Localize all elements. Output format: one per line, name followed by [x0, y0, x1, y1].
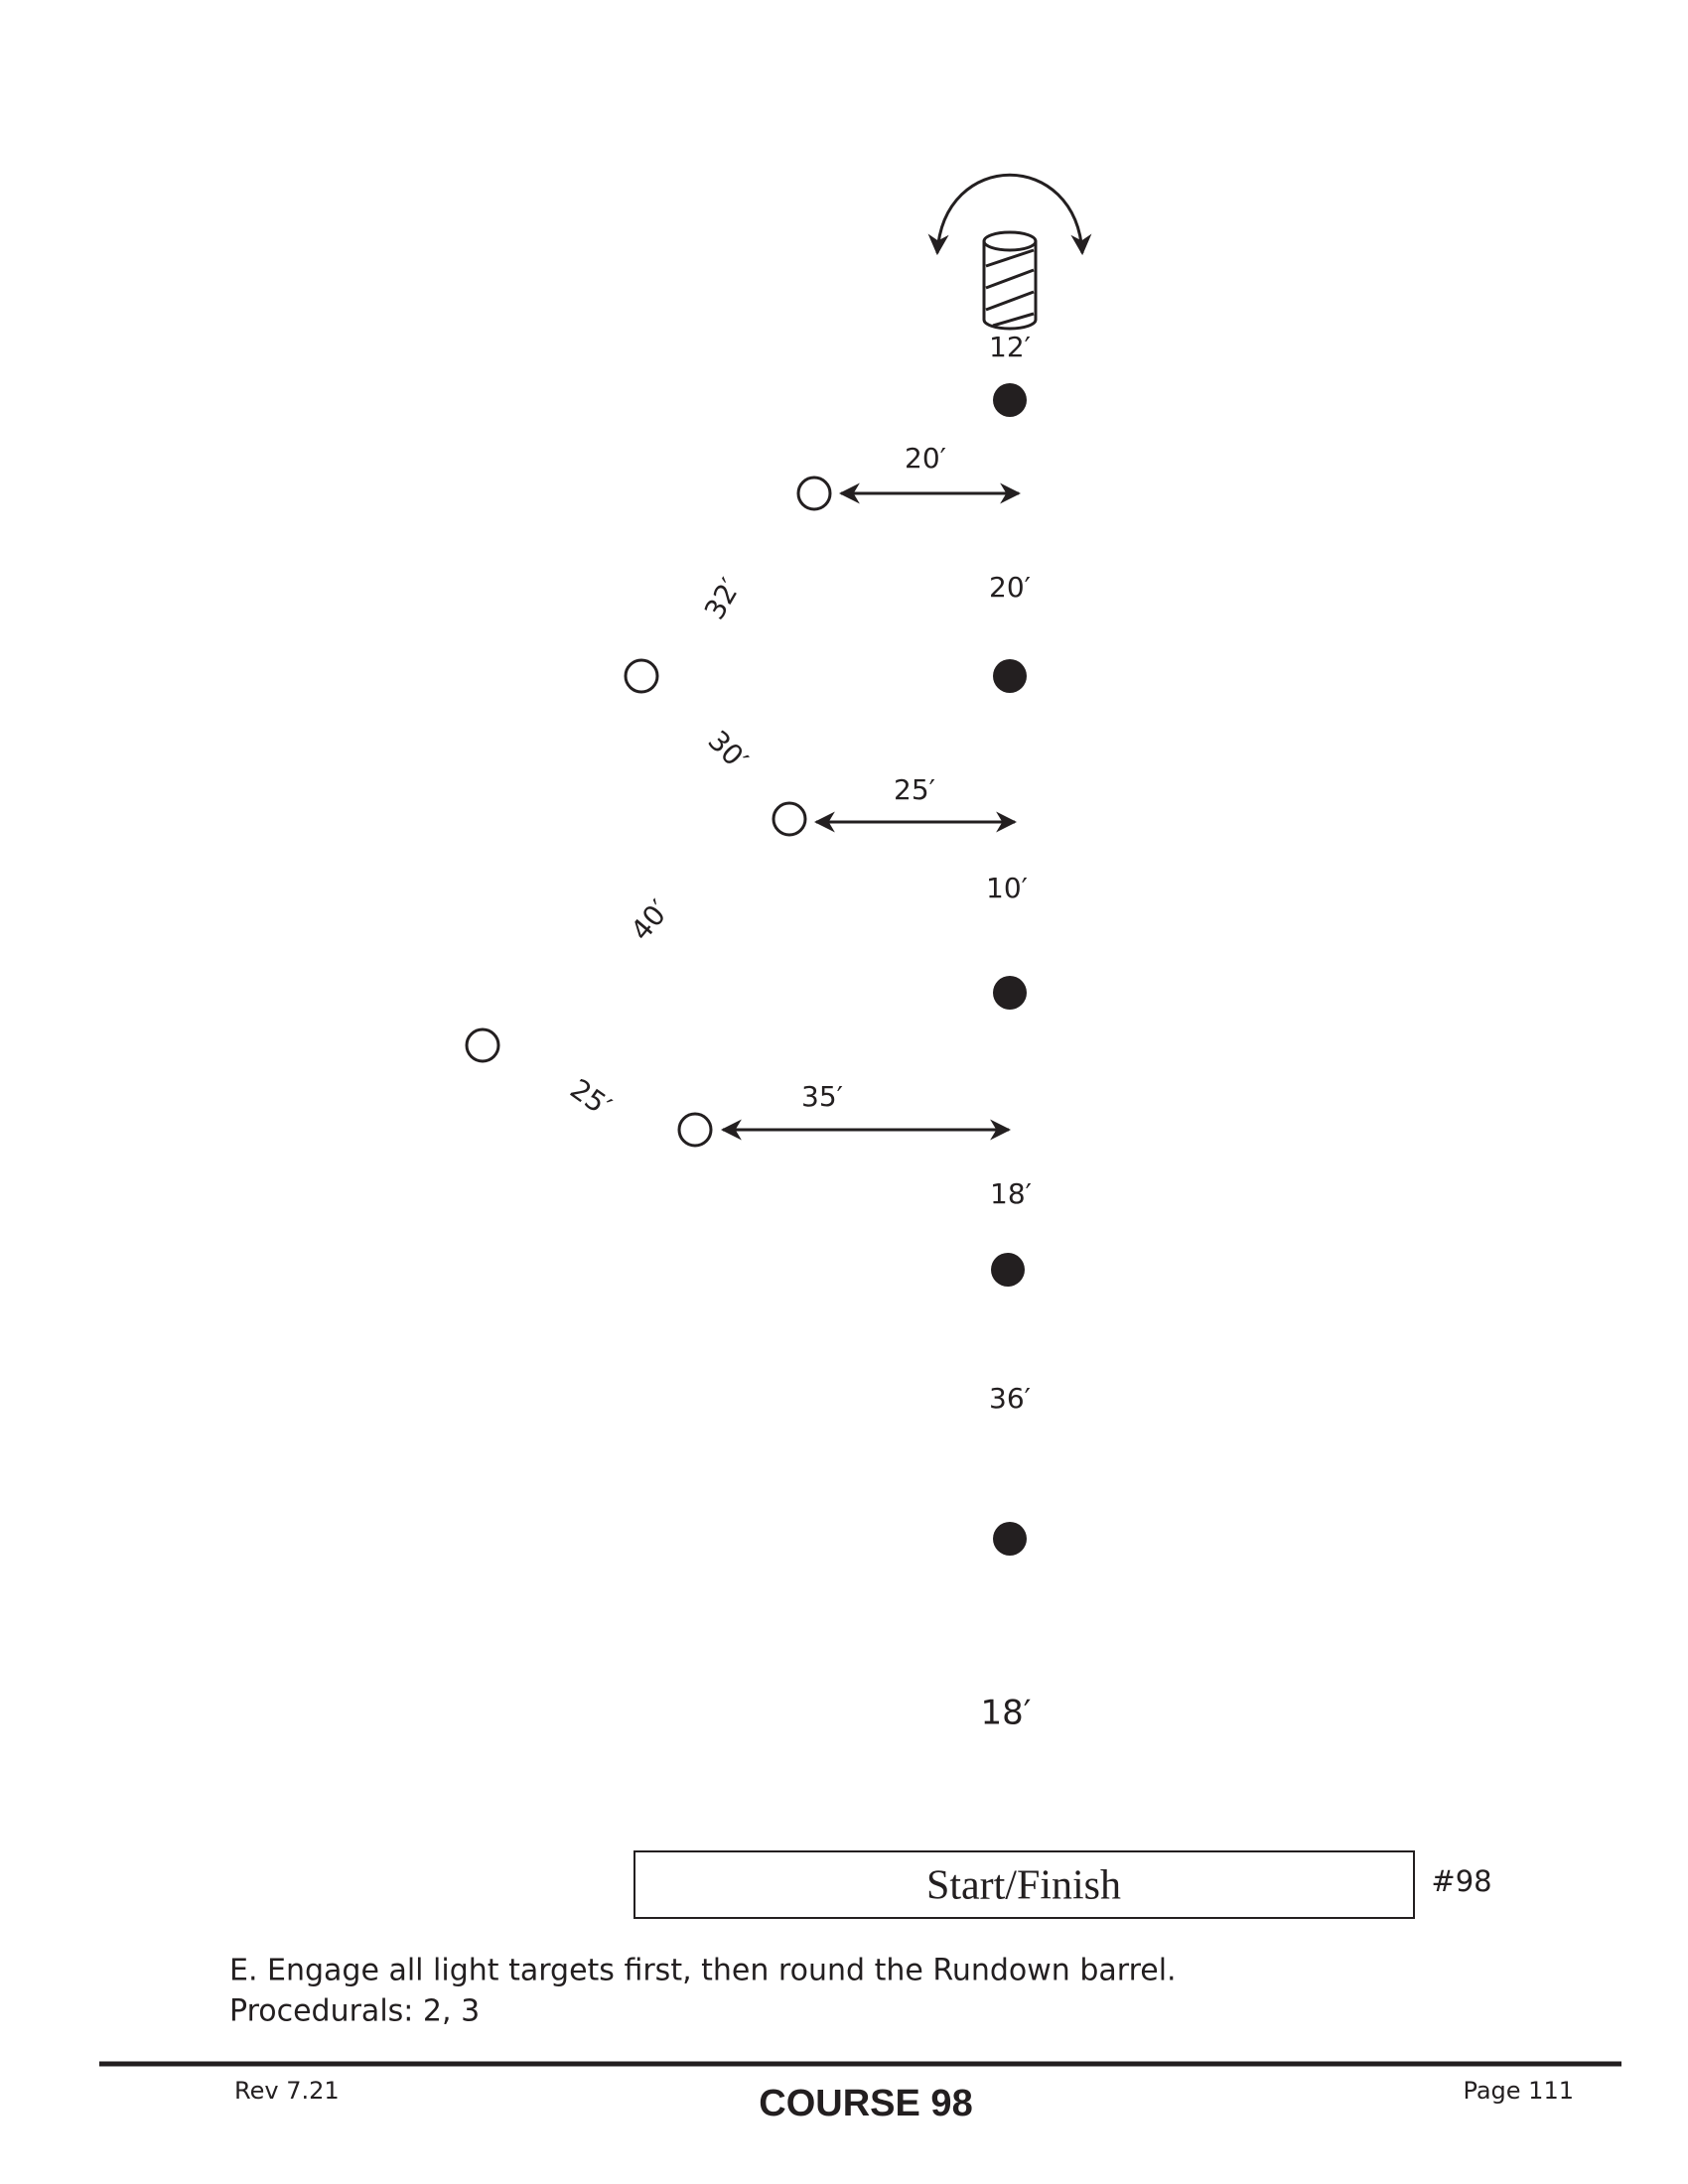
heavy-target: [993, 1522, 1027, 1556]
start-label: Start/Finish: [926, 1863, 1121, 1909]
distance-label: 20′: [905, 442, 946, 475]
distance-label: 10′: [986, 872, 1028, 904]
distance-label: 18′: [990, 1177, 1032, 1210]
distance-label: 36′: [989, 1382, 1031, 1415]
light-target: [796, 476, 832, 511]
distance-label: 25′: [894, 773, 935, 806]
distance-label: 18′: [981, 1694, 1032, 1733]
heavy-target: [993, 659, 1027, 693]
distance-label: 12′: [989, 331, 1031, 363]
distance-label: 25′: [564, 1072, 617, 1123]
distance-label: 32′: [698, 573, 748, 625]
barrel-body: [982, 241, 1038, 331]
heavy-targets: [991, 383, 1027, 1556]
instruction: Procedurals: 2, 3: [229, 1994, 480, 2029]
barrel-stripes: [985, 248, 1035, 328]
course-tag: #98: [1431, 1864, 1491, 1898]
heavy-target: [993, 383, 1027, 417]
footer-revision: Rev 7.21: [234, 2077, 340, 2105]
barrel: [927, 173, 1092, 331]
light-target: [772, 801, 807, 837]
distance-label: 30′: [702, 724, 755, 776]
heavy-target: [991, 1253, 1025, 1287]
barrel-top: [982, 230, 1038, 252]
distance-label: 40′: [625, 893, 676, 946]
distance-label: 35′: [801, 1080, 843, 1113]
heavy-target: [993, 976, 1027, 1010]
light-target: [677, 1112, 713, 1148]
distance-label: 20′: [989, 571, 1031, 604]
light-target: [465, 1027, 500, 1063]
start-box: [633, 1850, 1415, 1919]
rotate-arrow: [927, 173, 1092, 256]
instruction: E. Engage all light targets first, then …: [229, 1954, 1177, 1988]
light-targets: [465, 476, 832, 1148]
footer-page: Page 111: [1463, 2077, 1574, 2105]
footer-title: COURSE 98: [759, 2083, 972, 2124]
light-target: [624, 658, 659, 694]
